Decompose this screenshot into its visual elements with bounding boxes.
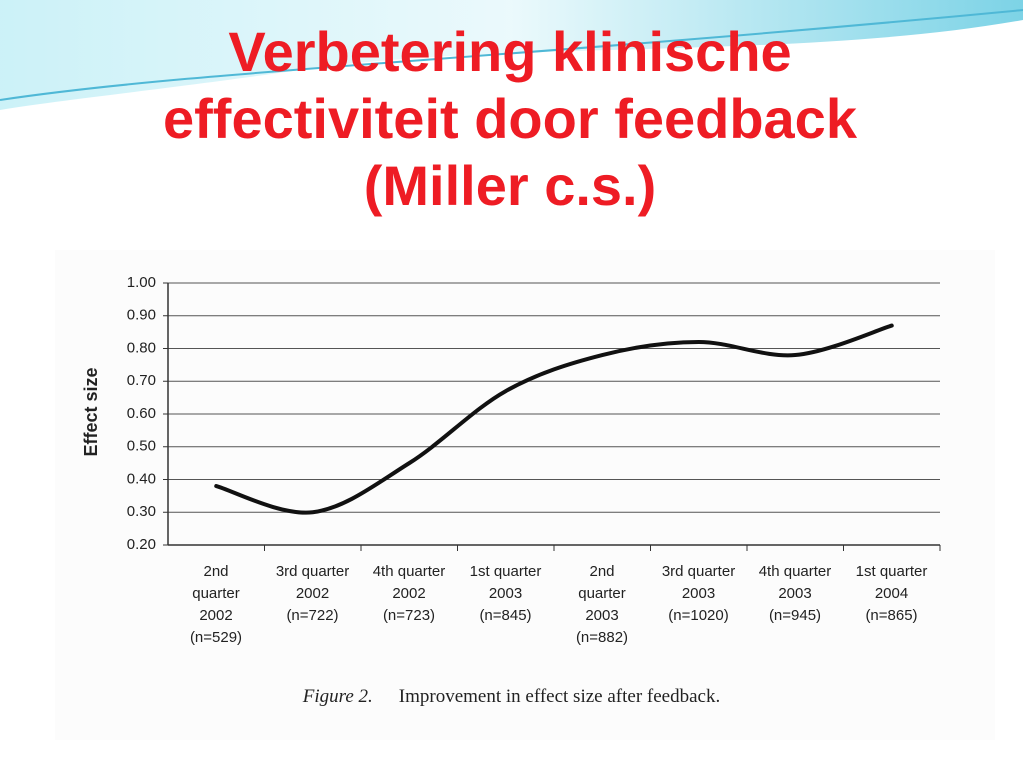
x-tick-label: 3rd quarter 2003 (n=1020) <box>661 563 736 624</box>
y-tick-label: 0.80 <box>127 339 156 356</box>
y-axis-label: Effect size <box>81 367 101 456</box>
y-tick-label: 0.60 <box>127 405 156 422</box>
y-tick-label: 1.00 <box>127 274 156 291</box>
caption-text: Improvement in effect size after feedbac… <box>398 686 721 707</box>
data-line <box>214 323 894 515</box>
figure-label: Figure 2. <box>302 686 373 707</box>
x-tick-label: 4th quarter 2002 (n=723) <box>372 563 446 624</box>
wave-decoration <box>0 0 1023 110</box>
x-tick-label: 1st quarter 2003 (n=845) <box>469 563 542 624</box>
chart-panel <box>55 250 995 740</box>
y-tick-label: 0.40 <box>127 470 156 487</box>
x-tick-label: 2nd quarter 2003 (n=882) <box>575 563 629 646</box>
y-tick-label: 0.90 <box>127 307 156 324</box>
wave-line <box>0 9 1023 101</box>
y-tick-label: 0.70 <box>127 372 156 389</box>
y-tick-label: 0.20 <box>127 536 156 553</box>
x-tick-label: 2nd quarter 2002 (n=529) <box>189 563 243 646</box>
x-tick-label: 4th quarter 2003 (n=945) <box>758 563 832 624</box>
y-tick-label: 0.50 <box>127 438 156 455</box>
x-tick-label: 3rd quarter 2002 (n=722) <box>275 563 350 624</box>
y-tick-label: 0.30 <box>127 503 156 520</box>
slide-title: Verbetering klinische effectiviteit door… <box>163 20 857 217</box>
figure-caption: Figure 2. Improvement in effect size afte… <box>0 686 1023 708</box>
x-tick-label: 1st quarter 2004 (n=865) <box>855 563 928 624</box>
